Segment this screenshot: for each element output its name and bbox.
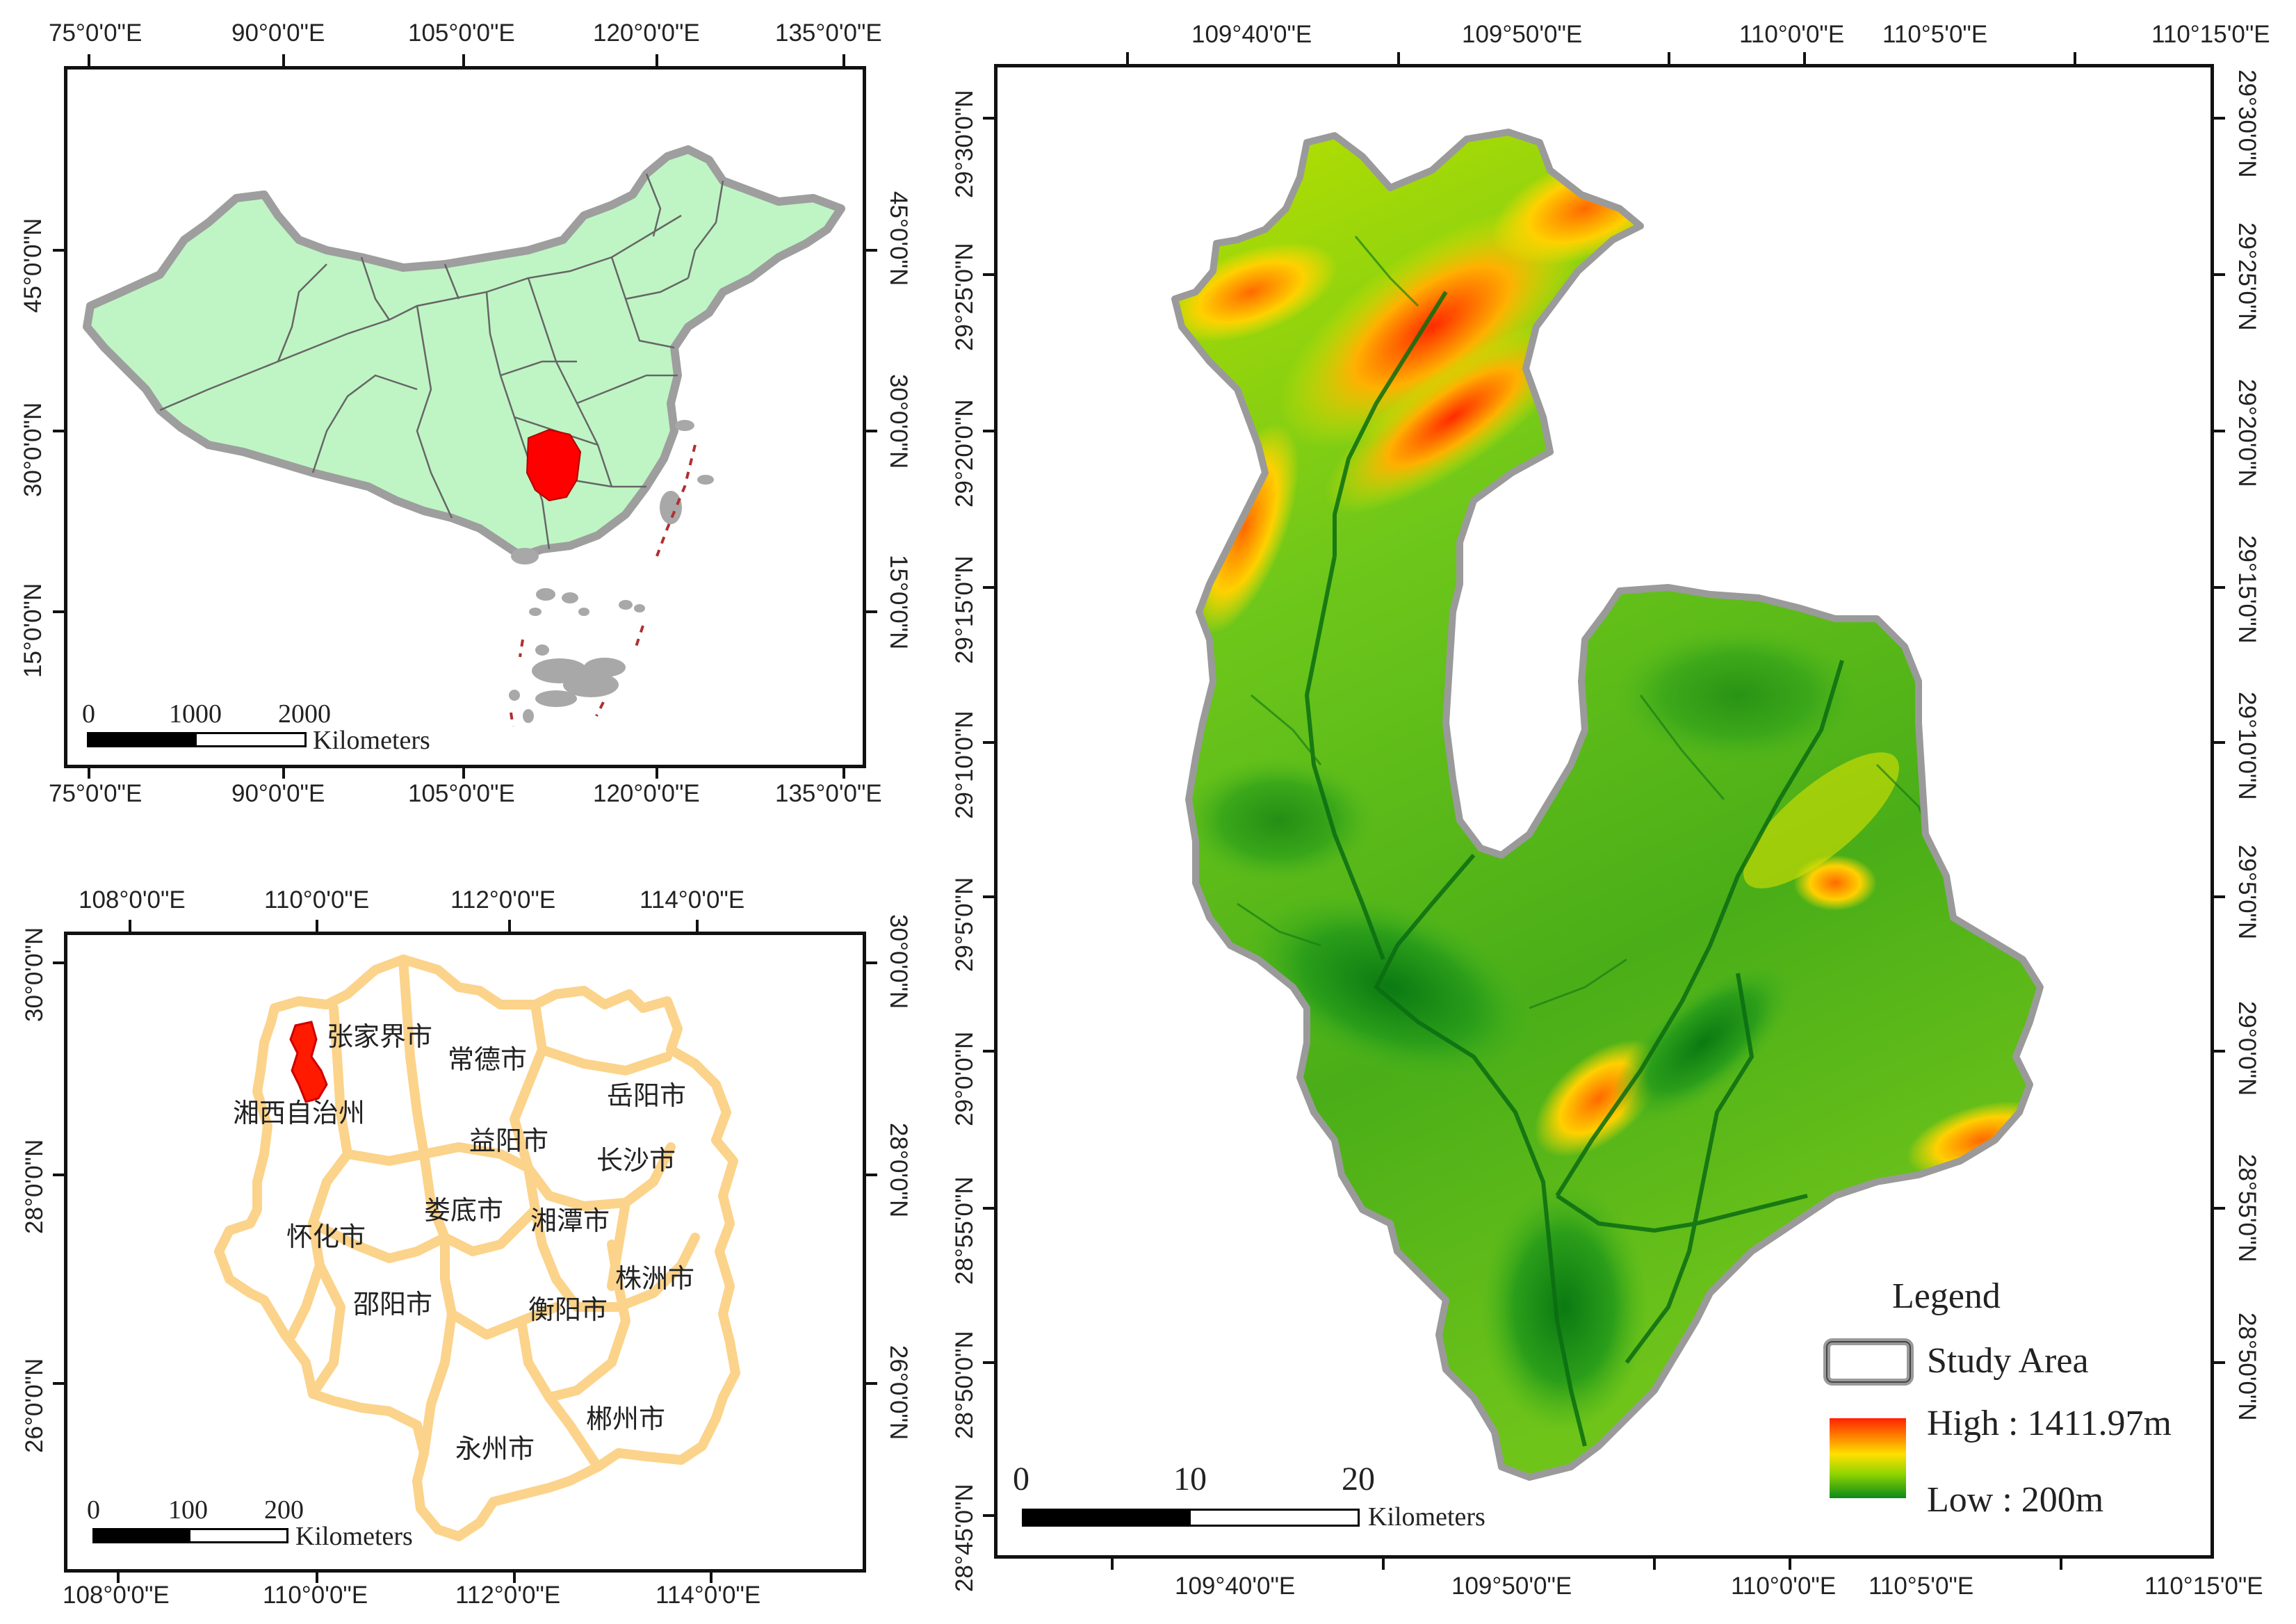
china-top-lon-label: 135°0'0"E: [775, 19, 882, 47]
dem-top-lon-label: 110°5'0"E: [1882, 21, 1988, 48]
china-bottom-lon-label: 105°0'0"E: [408, 780, 515, 807]
study-area-highlight: [289, 1021, 328, 1103]
city-label: 邵阳市: [353, 1290, 433, 1320]
china-scale-unit: Kilometers: [313, 726, 430, 755]
dem-bottom-lon-label: 109°50'0"E: [1451, 1573, 1572, 1600]
city-label: 湘潭市: [530, 1207, 610, 1236]
dem-bottom-lon-label: 109°40'0"E: [1175, 1573, 1296, 1600]
hunan-scale-label: 200: [264, 1495, 304, 1525]
city-label: 湘西自治州: [233, 1099, 366, 1128]
legend-study-area-swatch-inner: [1826, 1341, 1911, 1383]
legend-title: Legend: [1892, 1276, 2001, 1316]
legend-study-area-swatch: [1823, 1338, 1914, 1386]
china-islands: [509, 420, 714, 723]
hunan-top-lon-label: 110°0'0"E: [264, 886, 370, 914]
legend-high-label: High : 1411.97m: [1927, 1404, 2172, 1443]
city-label: 株洲市: [615, 1265, 695, 1294]
hunan-scale-unit: Kilometers: [295, 1522, 413, 1551]
china-bottom-lon-label: 90°0'0"E: [231, 780, 325, 807]
hunan-top-lon-label: 108°0'0"E: [79, 886, 186, 914]
hunan-highlight: [526, 428, 582, 502]
city-label: 衡阳市: [528, 1296, 608, 1325]
legend-elevation-ramp: [1830, 1418, 1906, 1498]
china-top-lon-label: 75°0'0"E: [49, 19, 143, 47]
city-label: 娄底市: [424, 1196, 504, 1226]
china-scale-label: 0: [82, 699, 95, 729]
china-land: [83, 145, 845, 560]
dem-top-lon-label: 110°0'0"E: [1739, 21, 1845, 48]
city-label: 怀化市: [286, 1223, 366, 1252]
china-scale-bar: [87, 732, 307, 747]
city-label: 长沙市: [596, 1146, 676, 1176]
dem-top-lon-label: 109°40'0"E: [1191, 21, 1312, 48]
city-label: 郴州市: [586, 1405, 666, 1434]
city-label: 岳阳市: [607, 1082, 687, 1111]
dem-scale-unit: Kilometers: [1368, 1502, 1485, 1532]
hunan-scale-bar: [92, 1528, 288, 1543]
legend-study-area-label: Study Area: [1927, 1341, 2089, 1381]
hunan-top-lon-label: 112°0'0"E: [450, 886, 556, 914]
china-scale-label: 1000: [169, 699, 222, 729]
dem-top-lon-label: 109°50'0"E: [1462, 21, 1583, 48]
china-bottom-lon-label: 135°0'0"E: [775, 780, 882, 807]
china-top-lon-label: 90°0'0"E: [231, 19, 325, 47]
city-label: 永州市: [455, 1435, 535, 1464]
china-bottom-lon-label: 120°0'0"E: [593, 780, 700, 807]
hunan-bottom-lon-label: 110°0'0"E: [263, 1582, 368, 1609]
legend-low-label: Low : 200m: [1927, 1480, 2104, 1520]
hunan-scale-label: 100: [168, 1495, 208, 1525]
dem-scale-label: 10: [1173, 1461, 1207, 1497]
city-label: 张家界市: [327, 1023, 433, 1052]
dem-scale-label: 20: [1342, 1461, 1375, 1497]
hunan-top-lon-label: 114°0'0"E: [640, 886, 745, 914]
dem-top-lon-label: 110°15'0"E: [2151, 21, 2270, 48]
study-area-outline: [1171, 129, 2044, 1481]
dem-ticks: [983, 52, 2225, 1570]
hunan-bottom-lon-label: 114°0'0"E: [656, 1582, 761, 1609]
hunan-boundaries: [214, 955, 740, 1541]
dem-bottom-lon-label: 110°0'0"E: [1731, 1573, 1837, 1600]
dem-scale-bar: [1022, 1509, 1360, 1527]
dem-bottom-lon-label: 110°5'0"E: [1868, 1573, 1974, 1600]
china-bottom-lon-label: 75°0'0"E: [49, 780, 143, 807]
hunan-ticks: [53, 920, 877, 1583]
city-label: 益阳市: [469, 1127, 549, 1156]
hunan-scale-label: 0: [87, 1495, 100, 1525]
china-nine-dash: [510, 444, 697, 727]
city-label: 常德市: [448, 1046, 528, 1075]
dem-bottom-lon-label: 110°15'0"E: [2144, 1573, 2263, 1600]
hunan-bottom-lon-label: 112°0'0"E: [455, 1582, 561, 1609]
hunan-bottom-lon-label: 108°0'0"E: [63, 1582, 170, 1609]
china-top-lon-label: 120°0'0"E: [593, 19, 700, 47]
china-top-lon-label: 105°0'0"E: [408, 19, 515, 47]
china-scale-label: 2000: [278, 699, 331, 729]
dem-scale-label: 0: [1013, 1461, 1029, 1497]
china-ticks: [53, 54, 877, 779]
